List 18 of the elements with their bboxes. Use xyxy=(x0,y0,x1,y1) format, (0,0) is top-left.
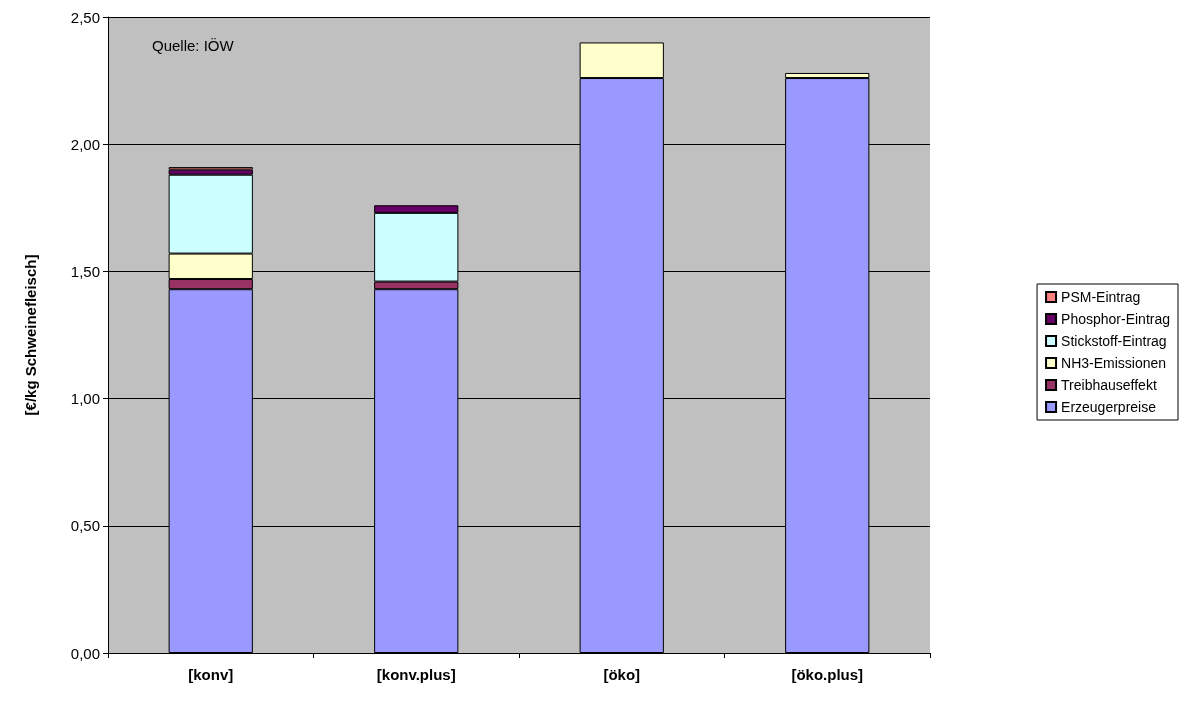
legend-label: Phosphor-Eintrag xyxy=(1061,311,1170,327)
x-tick-label: [konv.plus] xyxy=(376,666,456,683)
legend-label: NH3-Emissionen xyxy=(1061,355,1167,371)
y-tick-label: 1,00 xyxy=(70,390,100,408)
y-axis-title: [€/kg Schweinefleisch] xyxy=(22,254,39,416)
y-tick-label: 2,50 xyxy=(70,8,100,26)
x-tick-label: [konv] xyxy=(188,666,234,683)
legend-label: Erzeugerpreise xyxy=(1061,399,1157,415)
y-tick-label: 0,00 xyxy=(70,644,100,662)
legend-label: Treibhauseffekt xyxy=(1061,377,1157,393)
x-tick-label: [öko] xyxy=(603,666,641,683)
annotation: Quelle: IÖW xyxy=(152,37,235,54)
legend-label: PSM-Eintrag xyxy=(1061,289,1141,305)
y-tick-label: 0,50 xyxy=(70,517,100,535)
x-tick-label: [öko.plus] xyxy=(791,666,864,683)
y-tick-label: 2,00 xyxy=(70,135,100,153)
legend-label: Stickstoff-Eintrag xyxy=(1061,333,1167,349)
y-tick-label: 1,50 xyxy=(70,262,100,280)
